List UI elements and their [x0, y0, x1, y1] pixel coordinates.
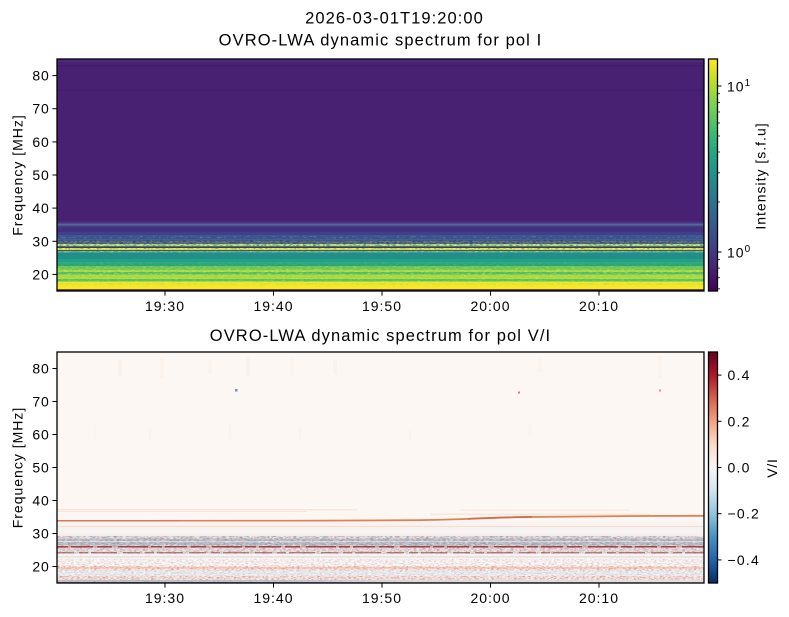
svg-text:Intensity [s.f.u]: Intensity [s.f.u] — [753, 122, 769, 229]
svg-text:60: 60 — [32, 134, 49, 150]
svg-text:100: 100 — [727, 244, 751, 261]
svg-text:20:00: 20:00 — [470, 590, 510, 606]
svg-text:70: 70 — [32, 394, 49, 410]
svg-text:OVRO-LWA dynamic spectrum for: OVRO-LWA dynamic spectrum for pol V/I — [210, 327, 551, 345]
svg-text:0.2: 0.2 — [728, 413, 751, 429]
svg-text:101: 101 — [727, 78, 751, 95]
svg-text:40: 40 — [32, 200, 49, 216]
svg-text:20: 20 — [32, 266, 49, 282]
svg-text:19:40: 19:40 — [253, 590, 293, 606]
svg-text:30: 30 — [32, 526, 49, 542]
svg-text:Frequency [MHz]: Frequency [MHz] — [10, 114, 26, 236]
svg-text:80: 80 — [32, 361, 49, 377]
svg-text:OVRO-LWA dynamic spectrum for: OVRO-LWA dynamic spectrum for pol I — [219, 32, 543, 50]
svg-text:−0.2: −0.2 — [728, 506, 760, 522]
svg-text:50: 50 — [32, 460, 49, 476]
svg-text:50: 50 — [32, 167, 49, 183]
svg-text:20:10: 20:10 — [579, 298, 619, 314]
svg-text:0.4: 0.4 — [728, 367, 751, 383]
svg-text:2026-03-01T19:20:00: 2026-03-01T19:20:00 — [305, 10, 484, 28]
svg-text:19:40: 19:40 — [253, 298, 293, 314]
svg-text:0.0: 0.0 — [728, 460, 751, 476]
svg-text:−0.4: −0.4 — [728, 552, 760, 568]
svg-text:70: 70 — [32, 101, 49, 117]
svg-text:80: 80 — [32, 68, 49, 84]
svg-text:20: 20 — [32, 559, 49, 575]
svg-text:19:50: 19:50 — [362, 590, 402, 606]
svg-text:19:30: 19:30 — [145, 298, 185, 314]
svg-text:20:10: 20:10 — [579, 590, 619, 606]
svg-text:20:00: 20:00 — [470, 298, 510, 314]
svg-text:60: 60 — [32, 427, 49, 443]
svg-text:Frequency [MHz]: Frequency [MHz] — [10, 407, 26, 529]
svg-text:30: 30 — [32, 233, 49, 249]
svg-text:V/I: V/I — [764, 458, 780, 478]
svg-text:19:50: 19:50 — [362, 298, 402, 314]
svg-text:40: 40 — [32, 493, 49, 509]
svg-text:19:30: 19:30 — [145, 590, 185, 606]
